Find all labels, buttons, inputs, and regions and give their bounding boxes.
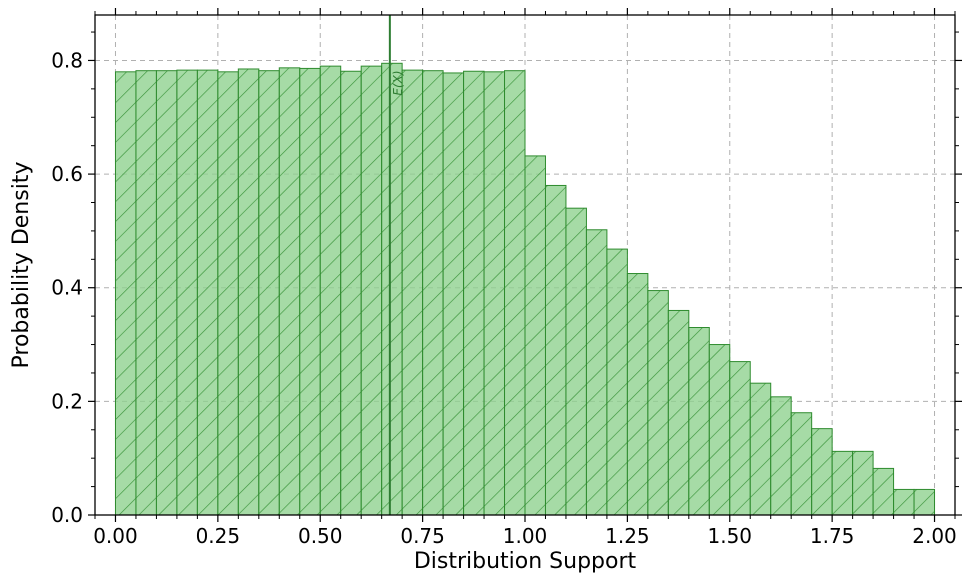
svg-text:Probability Density: Probability Density — [9, 162, 34, 369]
svg-text:0.75: 0.75 — [400, 524, 445, 548]
svg-text:1.25: 1.25 — [605, 524, 650, 548]
svg-text:0.8: 0.8 — [51, 48, 83, 72]
svg-text:2.00: 2.00 — [912, 524, 957, 548]
svg-text:0.6: 0.6 — [51, 162, 83, 186]
svg-text:0.00: 0.00 — [93, 524, 138, 548]
chart-svg: E(X) 0.00 0.25 0.50 0.75 1.00 1.25 1.50 1.75 2.00… — [0, 0, 980, 580]
svg-text:0.2: 0.2 — [51, 389, 83, 413]
svg-text:1.50: 1.50 — [707, 524, 752, 548]
svg-text:0.0: 0.0 — [51, 503, 83, 527]
svg-text:0.50: 0.50 — [298, 524, 343, 548]
svg-text:E(X): E(X) — [391, 70, 405, 95]
svg-text:0.25: 0.25 — [196, 524, 241, 548]
svg-text:1.75: 1.75 — [810, 524, 855, 548]
histogram-chart: E(X) 0.00 0.25 0.50 0.75 1.00 1.25 1.50 1.75 2.00… — [0, 0, 980, 580]
svg-text:1.00: 1.00 — [503, 524, 548, 548]
svg-text:Distribution Support: Distribution Support — [414, 549, 637, 574]
svg-text:0.4: 0.4 — [51, 276, 83, 300]
